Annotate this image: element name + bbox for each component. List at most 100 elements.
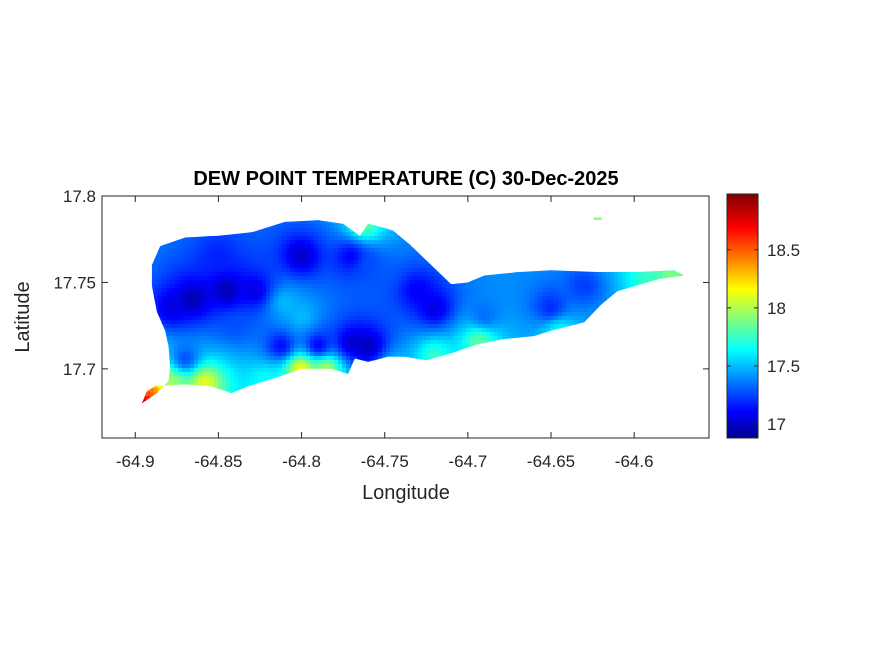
field-cell: [294, 324, 299, 329]
field-cell: [230, 300, 235, 305]
field-cell: [382, 288, 387, 293]
field-cell: [426, 316, 431, 321]
field-cell: [290, 340, 295, 345]
field-cell: [410, 248, 415, 253]
field-cell: [246, 300, 251, 305]
field-cell: [426, 312, 431, 317]
field-cell: [290, 280, 295, 285]
field-cell: [370, 336, 375, 341]
field-cell: [418, 268, 423, 273]
field-cell: [414, 288, 419, 293]
field-cell: [166, 244, 171, 249]
field-cell: [414, 348, 419, 353]
field-cell: [234, 324, 239, 329]
field-cell: [178, 248, 183, 253]
field-cell: [390, 268, 395, 273]
field-cell: [334, 320, 339, 325]
field-cell: [194, 280, 199, 285]
field-cell: [290, 300, 295, 305]
field-cell: [270, 264, 275, 269]
field-cell: [394, 328, 399, 333]
field-cell: [238, 248, 243, 253]
field-cell: [270, 352, 275, 357]
field-cell: [318, 232, 323, 237]
field-cell: [286, 312, 291, 317]
field-cell: [218, 276, 223, 281]
field-cell: [302, 244, 307, 249]
field-cell: [326, 300, 331, 305]
field-cell: [362, 256, 367, 261]
field-cell: [294, 348, 299, 353]
field-cell: [342, 316, 347, 321]
field-cell: [158, 312, 163, 317]
field-cell: [170, 352, 175, 357]
field-cell: [334, 368, 339, 373]
field-cell: [210, 352, 215, 357]
field-cell: [194, 364, 199, 369]
field-cell: [390, 276, 395, 281]
field-cell: [330, 364, 335, 369]
field-cell: [214, 320, 219, 325]
field-cell: [230, 244, 235, 249]
field-cell: [218, 280, 223, 285]
field-cell: [234, 252, 239, 257]
field-cell: [158, 272, 163, 277]
field-cell: [154, 268, 159, 273]
field-cell: [418, 280, 423, 285]
field-cell: [206, 324, 211, 329]
field-cell: [342, 320, 347, 325]
field-cell: [258, 328, 263, 333]
field-cell: [238, 280, 243, 285]
field-cell: [310, 276, 315, 281]
field-cell: [414, 316, 419, 321]
field-cell: [410, 348, 415, 353]
field-cell: [262, 340, 267, 345]
field-cell: [342, 228, 347, 233]
field-cell: [182, 380, 187, 385]
field-cell: [326, 324, 331, 329]
field-cell: [294, 256, 299, 261]
field-cell: [346, 272, 351, 277]
field-cell: [170, 300, 175, 305]
field-cell: [362, 324, 367, 329]
field-cell: [310, 228, 315, 233]
field-cell: [326, 308, 331, 313]
field-cell: [242, 332, 247, 337]
field-cell: [334, 268, 339, 273]
field-cell: [186, 360, 191, 365]
field-cell: [218, 268, 223, 273]
field-cell: [286, 368, 291, 373]
field-cell: [266, 332, 271, 337]
field-cell: [234, 244, 239, 249]
field-cell: [322, 240, 327, 245]
field-cell: [338, 312, 343, 317]
field-cell: [202, 280, 207, 285]
field-cell: [414, 252, 419, 257]
field-cell: [254, 328, 259, 333]
field-cell: [218, 244, 223, 249]
field-cell: [382, 260, 387, 265]
field-cell: [270, 252, 275, 257]
field-cell: [422, 276, 427, 281]
field-cell: [246, 280, 251, 285]
field-cell: [386, 344, 391, 349]
field-cell: [322, 300, 327, 305]
field-cell: [410, 280, 415, 285]
field-cell: [202, 248, 207, 253]
field-cell: [258, 292, 263, 297]
field-cell: [230, 272, 235, 277]
field-cell: [294, 336, 299, 341]
field-cell: [154, 296, 159, 301]
field-cell: [278, 224, 283, 229]
field-cell: [342, 344, 347, 349]
field-cell: [294, 300, 299, 305]
field-cell: [250, 272, 255, 277]
field-cell: [326, 316, 331, 321]
field-cell: [282, 344, 287, 349]
field-cell: [318, 304, 323, 309]
field-cell: [318, 360, 323, 365]
field-cell: [218, 264, 223, 269]
field-cell: [422, 344, 427, 349]
field-cell: [182, 264, 187, 269]
field-cell: [318, 296, 323, 301]
